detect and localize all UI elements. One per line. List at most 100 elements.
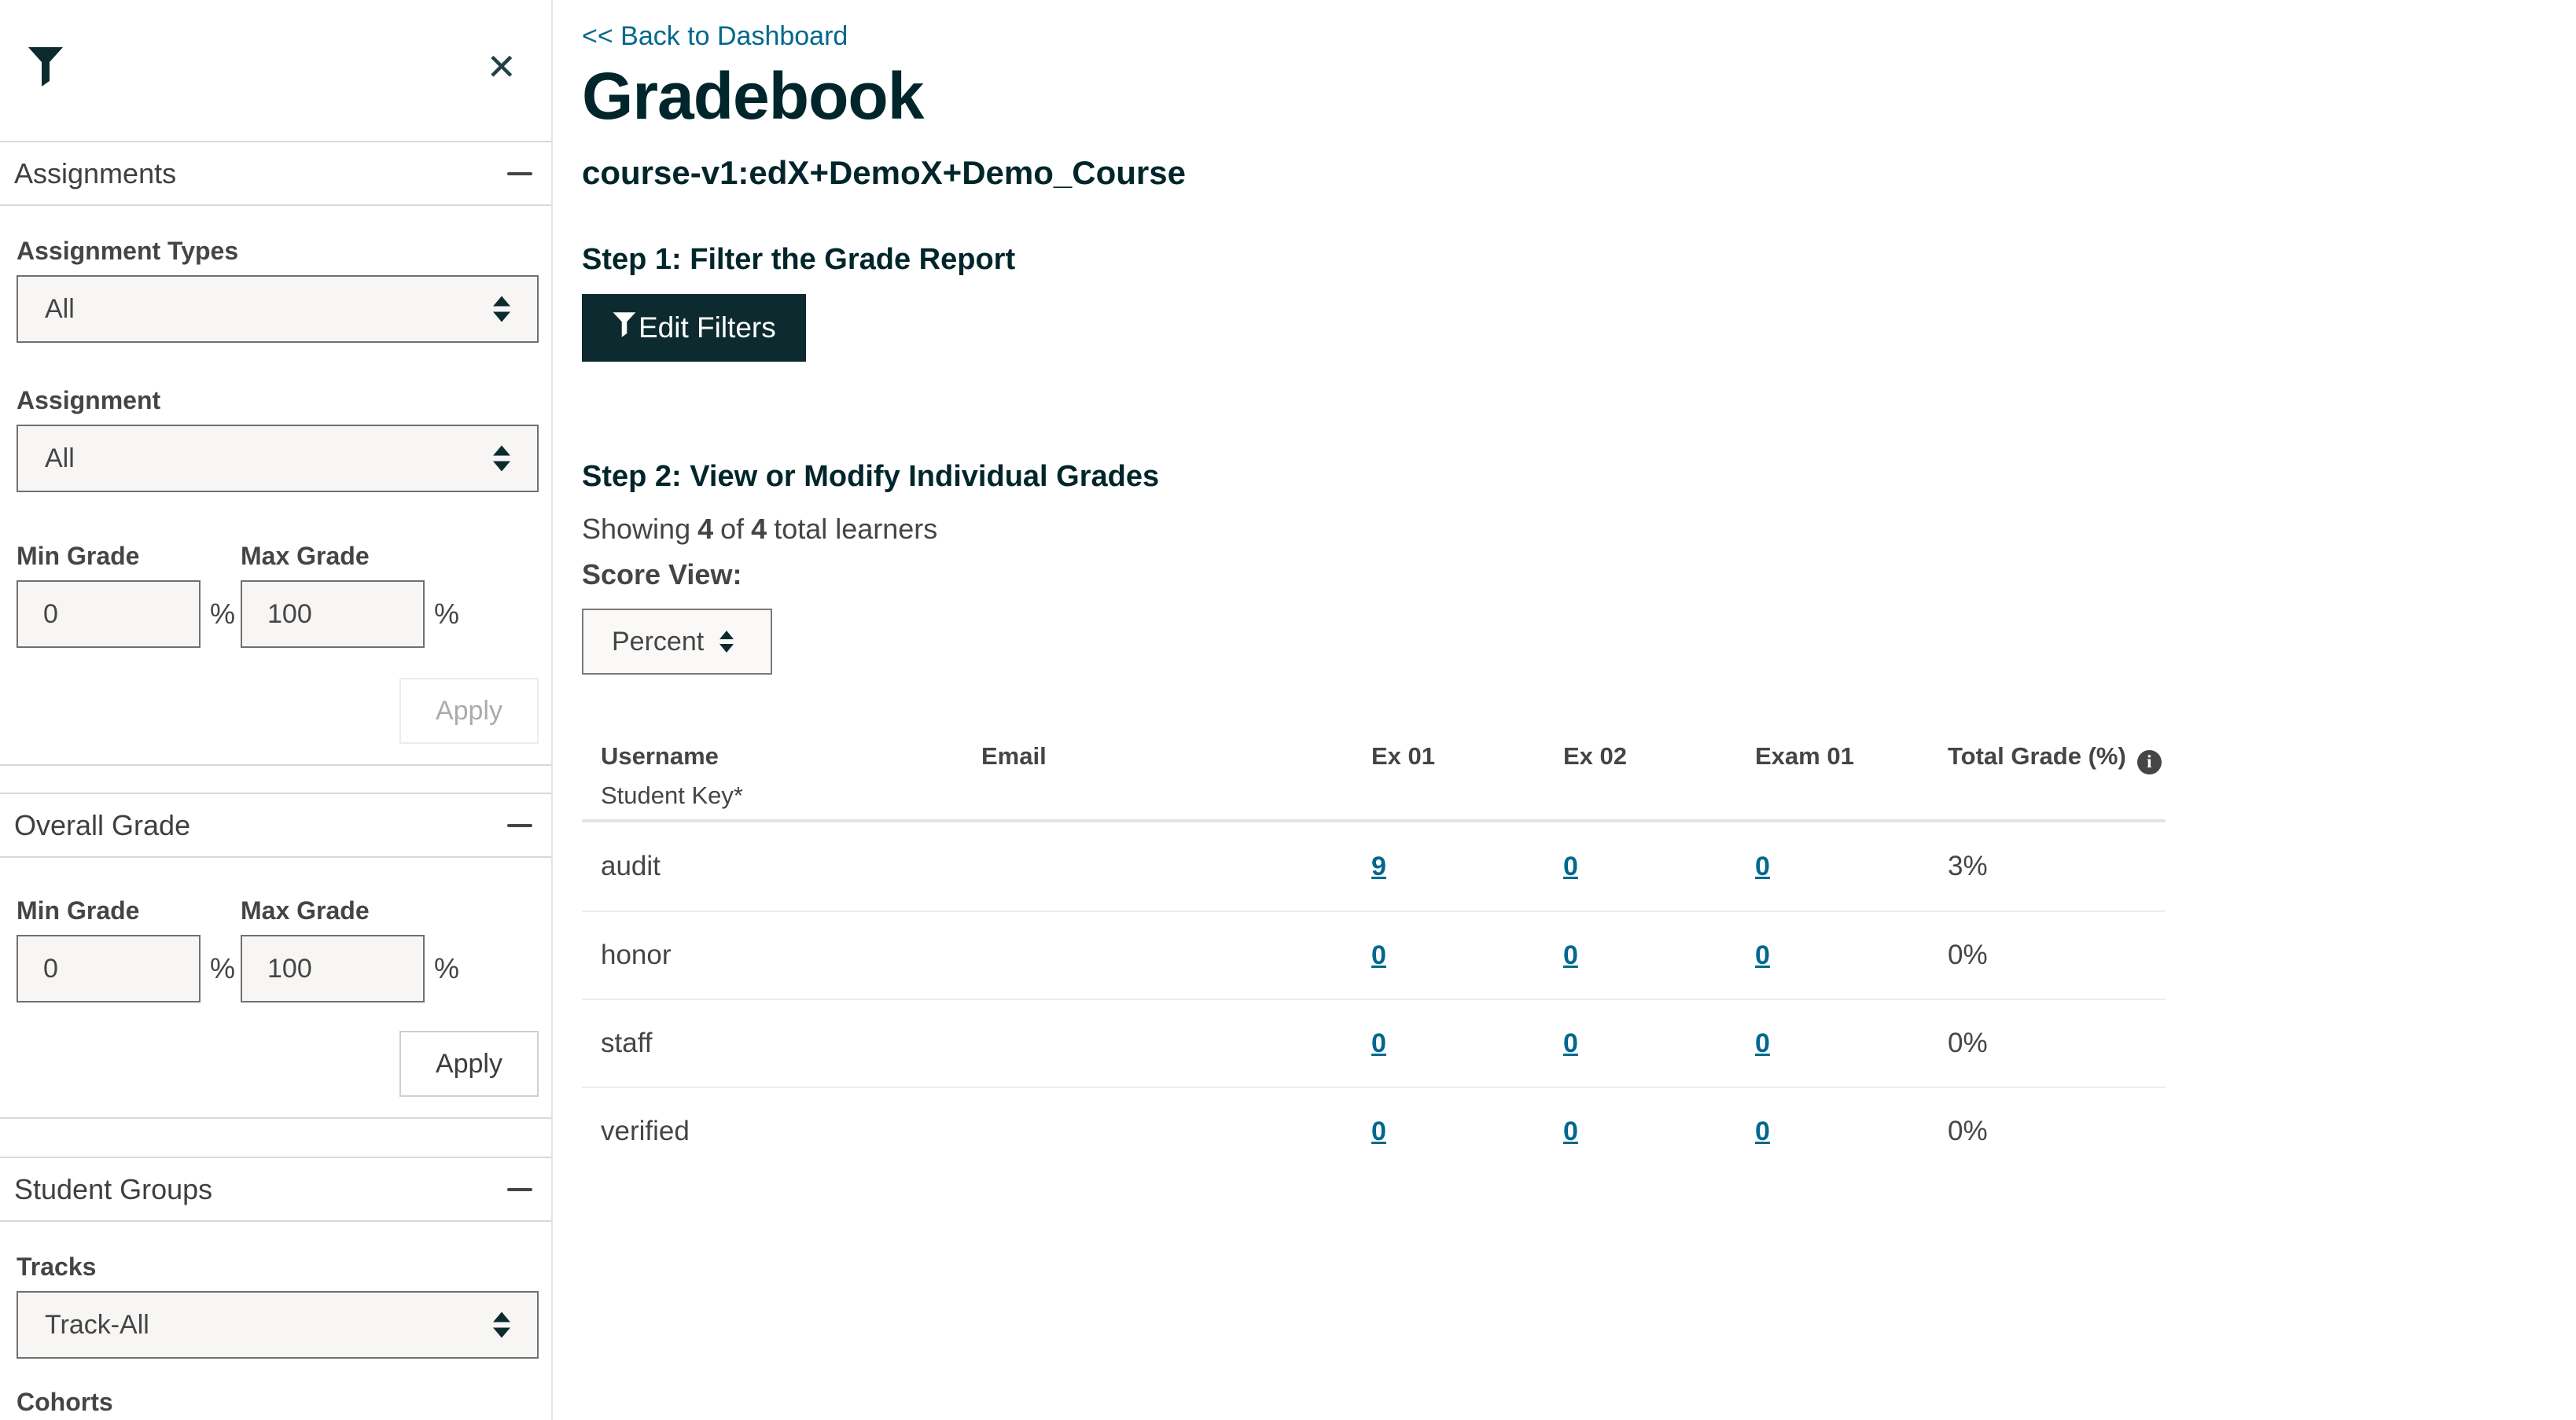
- ex01-grade-link[interactable]: 0: [1371, 1028, 1386, 1058]
- assignment-select[interactable]: All: [17, 425, 539, 492]
- max-grade-label: Max Grade: [241, 542, 370, 570]
- collapse-assignments-icon[interactable]: [506, 164, 534, 183]
- assignment-value: All: [45, 443, 75, 473]
- username-cell: honor: [601, 940, 672, 970]
- of-text: of: [720, 513, 745, 545]
- tracks-select[interactable]: Track-All: [17, 1291, 539, 1359]
- overall-grade-apply-button[interactable]: Apply: [399, 1031, 539, 1097]
- assignments-filter-card: Assignments Assignment Types All Assignm…: [0, 141, 551, 766]
- total-grade-cell: 0%: [1948, 940, 1988, 970]
- student-groups-card-body: Tracks Track-All Cohorts: [0, 1252, 551, 1420]
- collapse-student-groups-icon[interactable]: [506, 1180, 534, 1199]
- max-grade-group: Max Grade %: [241, 541, 465, 648]
- edit-filters-button[interactable]: Edit Filters: [582, 294, 806, 362]
- assignment-types-select[interactable]: All: [17, 275, 539, 343]
- overall-grade-card-body: Min Grade % Max Grade %: [0, 896, 551, 1117]
- ex02-grade-link[interactable]: 0: [1563, 1117, 1578, 1146]
- header-exam01: Exam 01: [1755, 742, 1854, 770]
- gradebook-table: Username Student Key* Email Ex 01 Ex 02 …: [582, 738, 2166, 1175]
- shown-count: 4: [697, 513, 714, 545]
- info-icon[interactable]: i: [2136, 749, 2162, 774]
- table-row: verified 0 0 0 0%: [582, 1087, 2166, 1175]
- step2-heading: Step 2: View or Modify Individual Grades: [582, 460, 1160, 493]
- showing-suffix: total learners: [774, 513, 938, 545]
- header-total-grade: Total Grade (%) i: [1929, 742, 2166, 810]
- cohorts-label: Cohorts: [17, 1388, 113, 1416]
- exam01-grade-link[interactable]: 0: [1755, 940, 1770, 970]
- select-arrows-icon: [719, 631, 734, 653]
- username-header-label: Username: [601, 742, 719, 770]
- ex02-grade-link[interactable]: 0: [1563, 940, 1578, 970]
- header-ex02: Ex 02: [1563, 742, 1628, 770]
- header-username: Username Student Key*: [582, 742, 962, 810]
- percent-sign: %: [434, 952, 460, 984]
- exam01-grade-link[interactable]: 0: [1755, 852, 1770, 881]
- table-header-row: Username Student Key* Email Ex 01 Ex 02 …: [582, 738, 2166, 822]
- min-grade-group: Min Grade %: [17, 541, 241, 648]
- gradebook-main: << Back to Dashboard Gradebook course-v1…: [582, 0, 2390, 1175]
- header-email: Email: [981, 742, 1047, 770]
- select-arrows-icon: [493, 1312, 510, 1338]
- assignment-min-grade-input[interactable]: [17, 580, 201, 648]
- assignments-card-title: Assignments: [14, 156, 177, 189]
- table-row: staff 0 0 0 0%: [582, 999, 2166, 1087]
- min-grade-group: Min Grade %: [17, 896, 241, 1002]
- ex01-grade-link[interactable]: 9: [1371, 852, 1386, 881]
- assignment-max-grade-input[interactable]: [241, 580, 425, 648]
- exam01-grade-link[interactable]: 0: [1755, 1028, 1770, 1058]
- ex02-grade-link[interactable]: 0: [1563, 852, 1578, 881]
- overall-grade-range: Min Grade % Max Grade %: [17, 896, 539, 1002]
- ex01-grade-link[interactable]: 0: [1371, 1117, 1386, 1146]
- overall-grade-filter-card: Overall Grade Min Grade % Max Grade: [0, 793, 551, 1119]
- back-to-dashboard-link[interactable]: << Back to Dashboard: [582, 21, 848, 51]
- step1-heading: Step 1: Filter the Grade Report: [582, 243, 1016, 276]
- select-arrows-icon: [493, 446, 510, 472]
- assignments-card-header: Assignments: [0, 142, 551, 206]
- student-groups-card-title: Student Groups: [14, 1172, 213, 1205]
- total-grade-cell: 3%: [1948, 851, 1988, 881]
- ex01-grade-link[interactable]: 0: [1371, 940, 1386, 970]
- assignment-label: Assignment: [17, 386, 161, 414]
- total-grade-cell: 0%: [1948, 1028, 1988, 1058]
- percent-sign: %: [210, 598, 236, 630]
- sidebar-header: ✕: [0, 0, 551, 141]
- table-row: audit 9 0 0 3%: [582, 822, 2166, 910]
- score-view-value: Percent: [612, 626, 705, 657]
- total-count: 4: [751, 513, 767, 545]
- overall-grade-card-title: Overall Grade: [14, 808, 191, 841]
- score-view-select[interactable]: Percent: [582, 609, 772, 675]
- edit-filters-label: Edit Filters: [638, 311, 776, 344]
- username-cell: verified: [601, 1116, 690, 1146]
- min-grade-label: Min Grade: [17, 542, 140, 570]
- assignment-grade-range: Min Grade % Max Grade %: [17, 541, 539, 648]
- exam01-grade-link[interactable]: 0: [1755, 1117, 1770, 1146]
- ex02-grade-link[interactable]: 0: [1563, 1028, 1578, 1058]
- select-arrows-icon: [493, 296, 510, 322]
- tracks-value: Track-All: [45, 1309, 149, 1340]
- overall-max-grade-input[interactable]: [241, 935, 425, 1002]
- min-grade-label: Min Grade: [17, 896, 140, 925]
- collapse-overall-grade-icon[interactable]: [506, 816, 534, 835]
- total-grade-header-label: Total Grade (%): [1948, 742, 2126, 770]
- page-title: Gradebook: [582, 59, 924, 133]
- table-row: honor 0 0 0 0%: [582, 910, 2166, 999]
- close-sidebar-button[interactable]: ✕: [486, 46, 517, 87]
- student-groups-filter-card: Student Groups Tracks Track-All Cohorts: [0, 1157, 551, 1420]
- overall-min-grade-input[interactable]: [17, 935, 201, 1002]
- percent-sign: %: [434, 598, 460, 630]
- course-id: course-v1:edX+DemoX+Demo_Course: [582, 154, 1186, 191]
- username-cell: audit: [601, 851, 661, 881]
- max-grade-group: Max Grade %: [241, 896, 465, 1002]
- assignments-card-body: Assignment Types All Assignment All Min …: [0, 236, 551, 764]
- funnel-icon: [612, 311, 637, 345]
- max-grade-label: Max Grade: [241, 896, 370, 925]
- assignment-types-value: All: [45, 293, 75, 324]
- filter-sidebar: ✕ Assignments Assignment Types All Assig…: [0, 0, 553, 1420]
- tracks-label: Tracks: [17, 1253, 97, 1281]
- overall-grade-card-header: Overall Grade: [0, 794, 551, 858]
- student-key-header-label: Student Key*: [601, 782, 743, 809]
- assignments-apply-button[interactable]: Apply: [399, 678, 539, 744]
- score-view-label: Score View:: [582, 558, 742, 590]
- student-groups-card-header: Student Groups: [0, 1158, 551, 1222]
